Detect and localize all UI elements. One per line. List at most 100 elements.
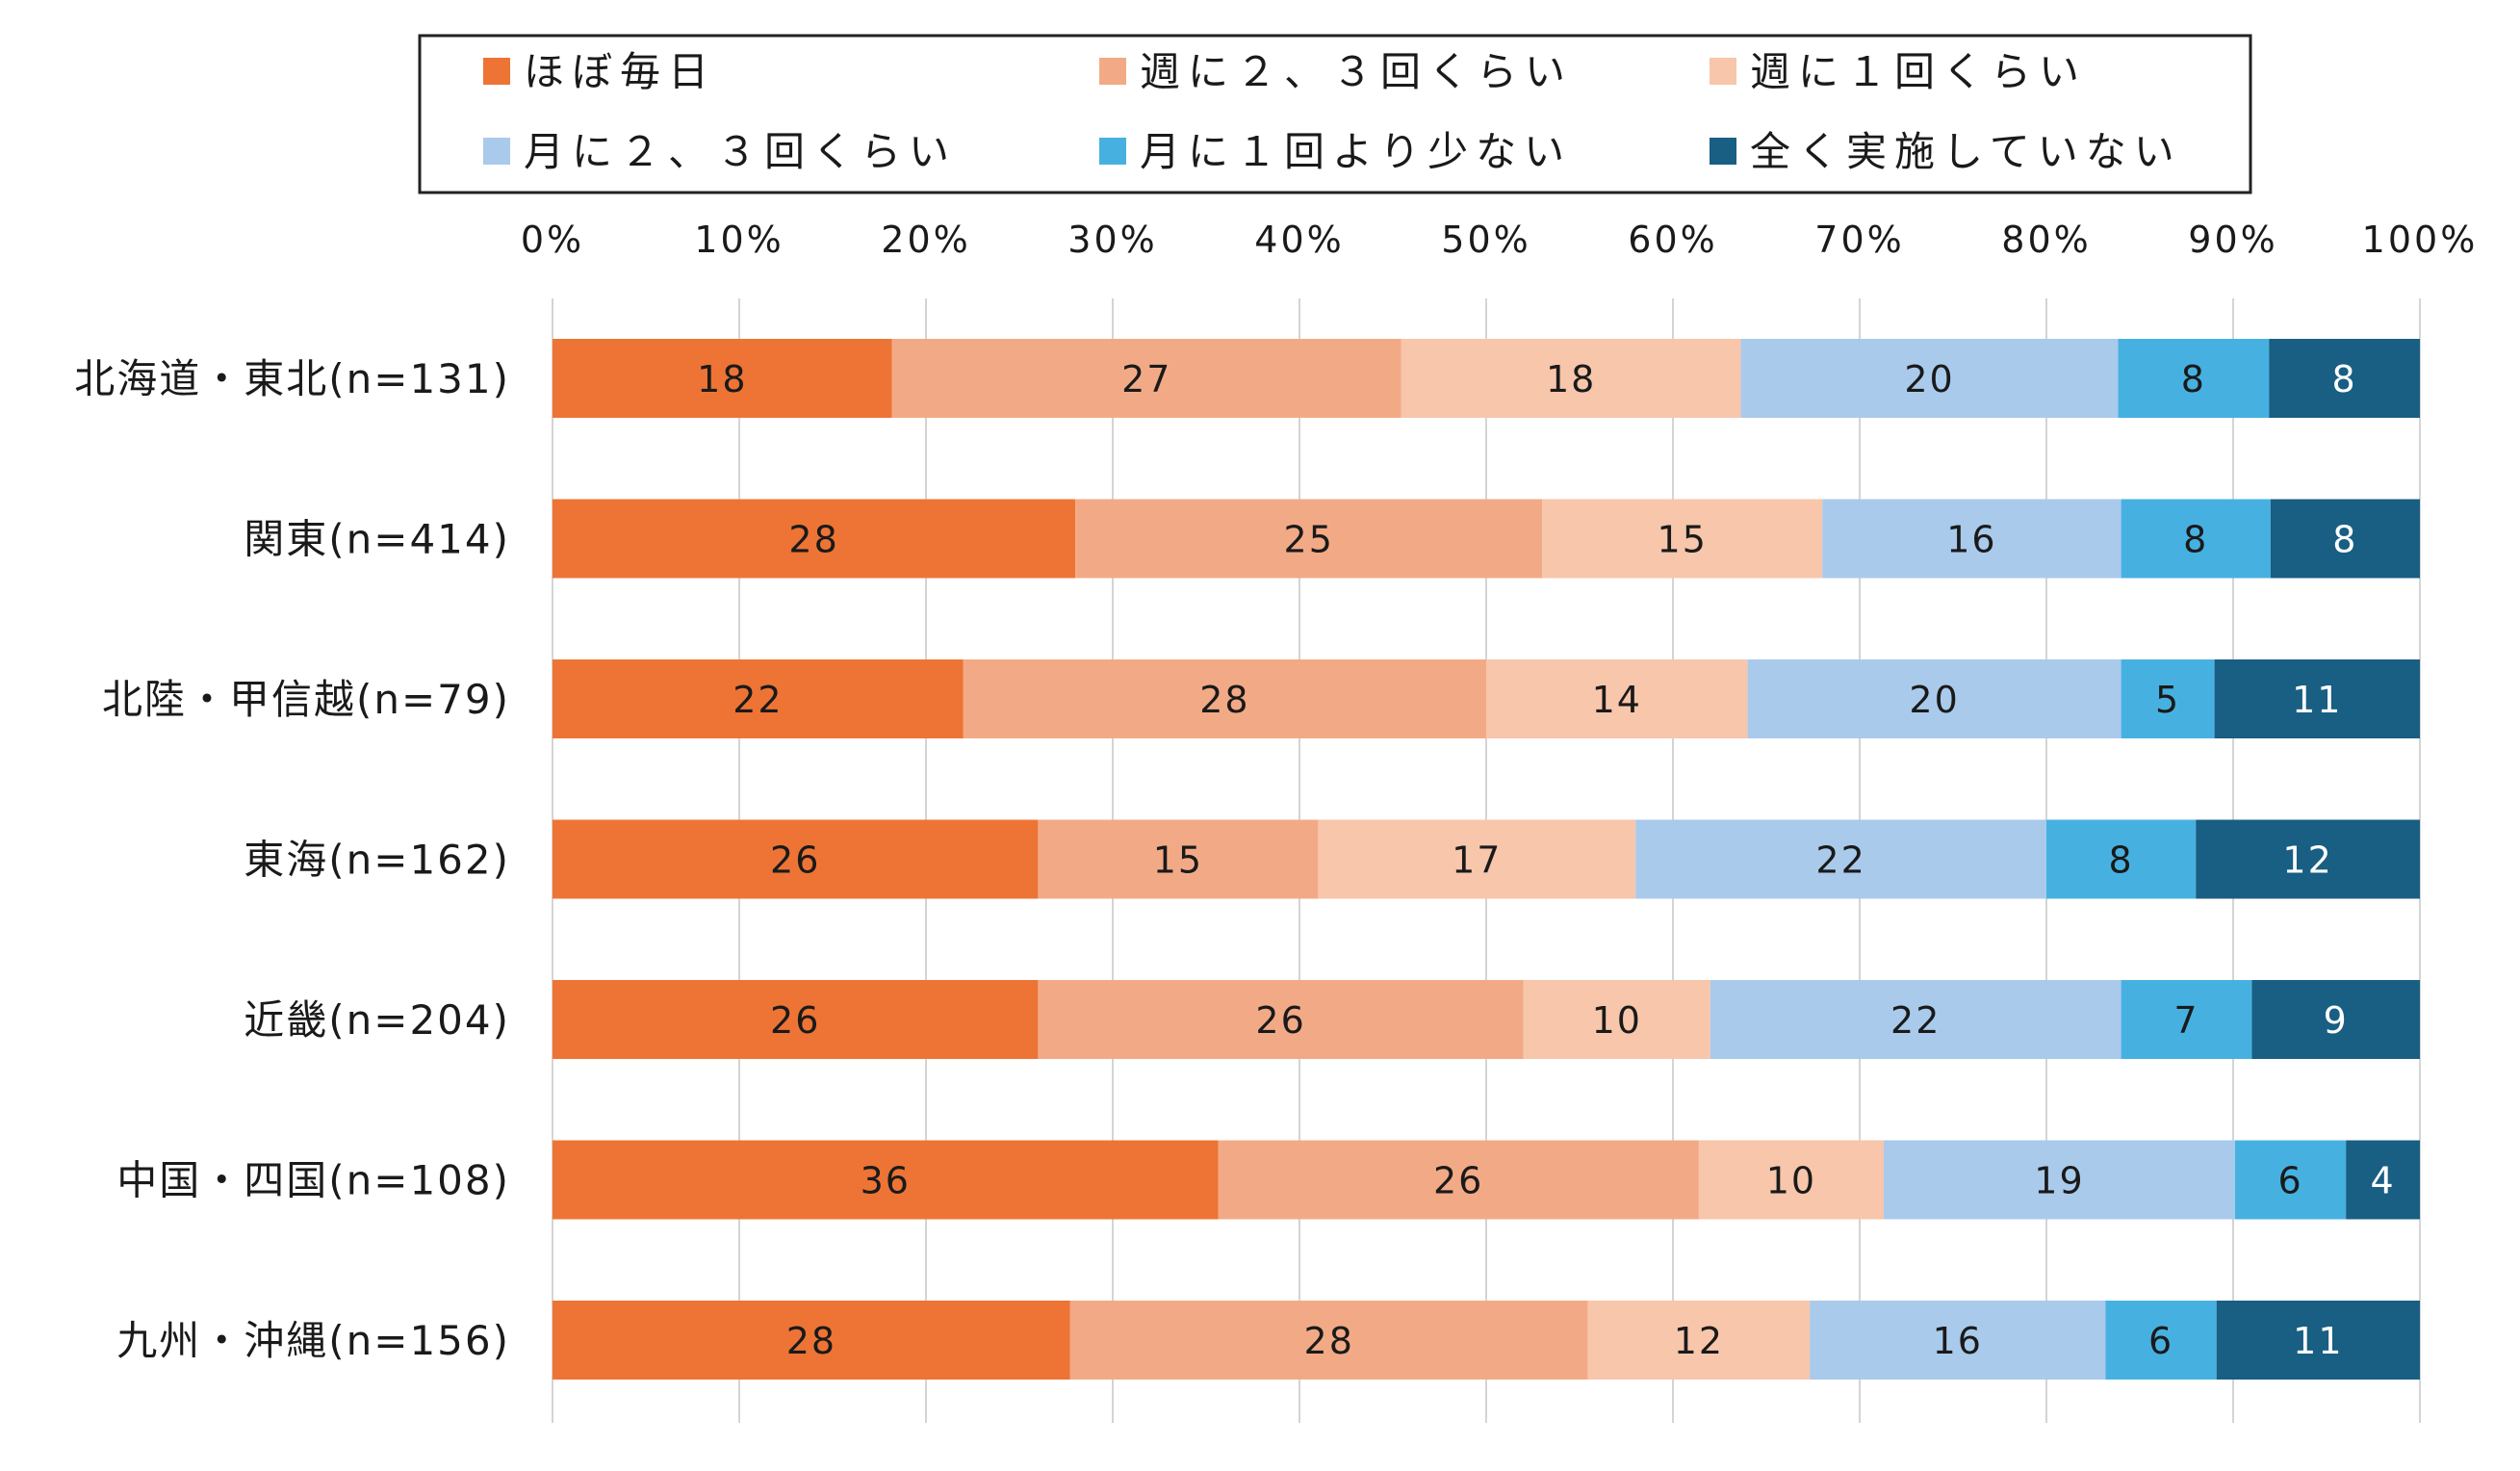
bar-row: 36 26 10 19 6 4 <box>553 1140 2420 1220</box>
bar-value-label: 15 <box>1658 519 1708 561</box>
bar-value-label: 11 <box>2293 1320 2343 1362</box>
x-tick-label: 90% <box>2188 219 2277 261</box>
bar-segment <box>2251 980 2420 1059</box>
legend-box <box>418 34 2252 194</box>
x-tick-label: 40% <box>1254 219 1344 261</box>
bar-segment <box>2105 1301 2217 1380</box>
bar-value-label: 28 <box>1199 679 1249 721</box>
bar-segment <box>1542 499 1823 579</box>
legend-label: 全く実施していない <box>1750 128 2182 175</box>
bar-row: 26 15 17 22 8 12 <box>553 819 2420 899</box>
bar-segment <box>1075 499 1543 579</box>
bar-row: 26 26 10 22 7 9 <box>553 980 2420 1059</box>
bar-value-label: 18 <box>697 358 747 400</box>
x-tick-label: 50% <box>1441 219 1530 261</box>
bar-segment <box>553 499 1076 579</box>
bar-value-label: 26 <box>770 999 820 1042</box>
bar-segment <box>1698 1140 1884 1220</box>
bar-segment <box>1069 1301 1588 1380</box>
x-tick-label: 100% <box>2362 219 2479 261</box>
bar-segment <box>2121 499 2271 579</box>
category-label: 九州・沖縄(n=156) <box>116 1317 510 1364</box>
bar-segment <box>1038 819 1319 899</box>
bar-value-label: 28 <box>788 519 838 561</box>
bar-segment <box>1218 1140 1699 1220</box>
category-label: 中国・四国(n=108) <box>116 1157 510 1204</box>
category-label: 北陸・甲信越(n=79) <box>102 676 510 723</box>
bar-value-label: 20 <box>1904 358 1954 400</box>
bar-value-label: 8 <box>2181 358 2206 400</box>
bar-row: 28 28 12 16 6 11 <box>553 1301 2420 1380</box>
bar-segment <box>553 1140 1219 1220</box>
bar-segment <box>2196 819 2420 899</box>
legend-label: ほぼ毎日 <box>524 48 716 95</box>
bar-segment <box>2269 339 2420 418</box>
x-tick-label: 20% <box>881 219 970 261</box>
bar-value-label: 4 <box>2370 1160 2395 1202</box>
x-axis-ticks: 0% 10% 20% 30% 40% 50% 60% 70% 80% 90% 100% <box>521 219 2479 261</box>
bar-value-label: 16 <box>1946 519 1996 561</box>
bar-value-label: 22 <box>1815 839 1865 882</box>
category-label: 関東(n=414) <box>244 516 510 563</box>
bar-value-label: 8 <box>2183 519 2208 561</box>
bar-segment <box>1710 980 2121 1059</box>
bar-value-label: 8 <box>2332 519 2357 561</box>
bar-segment <box>2270 499 2420 579</box>
bar-value-label: 7 <box>2173 999 2199 1042</box>
bar-value-label: 26 <box>1433 1160 1483 1202</box>
bar-segment <box>2216 1301 2420 1380</box>
legend-swatch <box>1099 138 1126 165</box>
bar-value-label: 27 <box>1121 358 1171 400</box>
bar-segment <box>2214 659 2420 738</box>
bar-value-label: 6 <box>2148 1320 2173 1362</box>
legend-label: 月に１回より少ない <box>1140 128 1572 175</box>
bar-segment <box>2046 819 2197 899</box>
bar-value-label: 12 <box>2282 839 2332 882</box>
legend-swatch <box>1710 138 1736 165</box>
bar-segment <box>553 819 1039 899</box>
bar-segment <box>891 339 1401 418</box>
bar-value-label: 16 <box>1933 1320 1983 1362</box>
bar-value-label: 11 <box>2292 679 2342 721</box>
bar-value-label: 17 <box>1452 839 1502 882</box>
bar-value-label: 26 <box>1255 999 1305 1042</box>
bar-segment <box>2346 1140 2420 1220</box>
bar-value-label: 28 <box>786 1320 836 1362</box>
bar-value-label: 15 <box>1153 839 1203 882</box>
x-tick-label: 30% <box>1067 219 1157 261</box>
legend-label: 月に２、３回くらい <box>524 128 957 175</box>
legend-swatch <box>1099 58 1126 85</box>
bar-segment <box>1635 819 2046 899</box>
bar-value-label: 19 <box>2034 1160 2084 1202</box>
bar-value-label: 36 <box>861 1160 911 1202</box>
bar-value-label: 10 <box>1766 1160 1816 1202</box>
x-tick-label: 80% <box>2001 219 2091 261</box>
x-tick-label: 60% <box>1628 219 1717 261</box>
bar-value-label: 26 <box>770 839 820 882</box>
bar-value-label: 18 <box>1546 358 1596 400</box>
bar-segment <box>1883 1140 2235 1220</box>
bar-segment <box>553 339 892 418</box>
category-label: 東海(n=162) <box>244 837 510 884</box>
bar-segment <box>1747 659 2121 738</box>
bar-value-label: 14 <box>1592 679 1642 721</box>
category-label: 北海道・東北(n=131) <box>74 355 510 402</box>
bar-segment <box>553 980 1039 1059</box>
bar-segment <box>1038 980 1524 1059</box>
bar-value-label: 9 <box>2324 999 2349 1042</box>
bar-value-label: 5 <box>2155 679 2180 721</box>
bar-value-label: 12 <box>1674 1320 1724 1362</box>
bar-value-label: 6 <box>2277 1160 2302 1202</box>
bar-value-label: 8 <box>2332 358 2357 400</box>
bar-segment <box>2121 659 2215 738</box>
bar-segment <box>1810 1301 2106 1380</box>
bar-value-label: 22 <box>733 679 783 721</box>
category-label: 近畿(n=204) <box>244 996 510 1044</box>
bar-segment <box>2121 980 2252 1059</box>
bar-segment <box>1587 1301 1811 1380</box>
bar-segment <box>963 659 1486 738</box>
x-tick-label: 0% <box>521 219 584 261</box>
